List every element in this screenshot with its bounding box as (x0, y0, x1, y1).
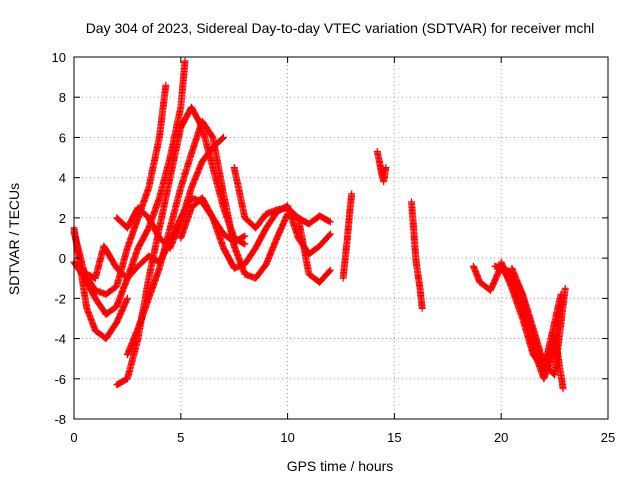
series-arc-8 (230, 164, 334, 286)
x-tick-label: 25 (601, 430, 615, 445)
y-tick-label: -8 (54, 412, 66, 427)
y-tick-label: -4 (54, 332, 66, 347)
series-arc-12 (407, 198, 426, 312)
y-tick-label: 4 (59, 171, 66, 186)
y-tick-label: 6 (59, 130, 66, 145)
plot-frame (73, 56, 609, 420)
y-tick-label: 2 (59, 211, 66, 226)
series-arc-16 (508, 264, 565, 373)
series-arc-9 (177, 194, 334, 272)
series-arc-1 (70, 224, 131, 343)
y-tick-label: 0 (59, 251, 66, 266)
chart-title: Day 304 of 2023, Sidereal Day-to-day VTE… (86, 20, 595, 36)
y-tick-label: -2 (54, 291, 66, 306)
x-tick-label: 20 (494, 430, 508, 445)
y-tick-label: 8 (59, 90, 66, 105)
x-tick-label: 10 (280, 430, 294, 445)
data-layer (70, 57, 569, 393)
series-arc-10 (339, 190, 356, 282)
series-arc-11 (373, 147, 390, 186)
tick-layer: 0 5 10 15 20 25 -8 -6 -4 -2 0 2 4 6 8 10 (52, 50, 616, 445)
x-tick-label: 0 (70, 430, 77, 445)
y-tick-label: -6 (54, 372, 66, 387)
x-tick-label: 15 (387, 430, 401, 445)
y-axis-label: SDTVAR / TECUs (6, 183, 22, 295)
y-tick-label: 10 (52, 50, 66, 65)
x-tick-label: 5 (177, 430, 184, 445)
x-axis-label: GPS time / hours (287, 458, 394, 474)
series-arc-7 (113, 133, 228, 252)
